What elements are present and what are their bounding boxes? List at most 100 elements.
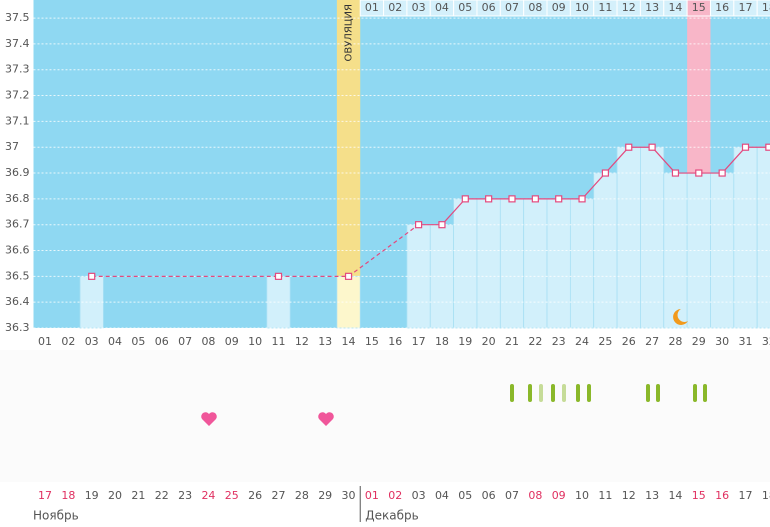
x-tick-label: 15 [365,335,379,348]
mucus-marks [510,384,707,402]
top-date-label: 01 [365,1,379,14]
bar [476,198,501,329]
date-label: 05 [458,489,472,502]
top-date-cell [756,0,770,17]
date-label: 10 [575,489,589,502]
x-tick-label: 04 [108,335,122,348]
point-marker [438,221,446,229]
top-date-label: 15 [692,1,706,14]
y-tick-label: 36.3 [5,321,30,334]
point-marker [461,195,469,203]
top-date-label: 05 [458,1,472,14]
x-tick-label: 13 [318,335,332,348]
date-label: 16 [715,489,729,502]
date-label: 28 [295,489,309,502]
x-tick-label: 25 [598,335,612,348]
moon-icon [673,309,688,325]
x-tick-label: 32 [762,335,770,348]
x-tick-label: 27 [645,335,659,348]
date-label: 23 [178,489,192,502]
icons [201,309,707,426]
bar [569,198,595,329]
x-tick-label: 08 [201,335,215,348]
date-label: 26 [248,489,262,502]
date-label: 29 [318,489,332,502]
bar [733,146,758,329]
bar [79,275,104,329]
point-marker [555,195,563,203]
point-marker [671,169,680,177]
x-tick-label: 06 [155,335,169,348]
date-label: 25 [225,489,239,502]
y-tick-label: 36.4 [5,295,30,308]
point-marker [625,143,633,151]
y-tick-label: 37 [5,140,19,153]
date-label: 13 [645,489,659,502]
date-label: 22 [155,489,169,502]
top-date-label: 04 [435,1,449,14]
x-tick-label: 11 [272,335,286,348]
top-date-label: 13 [645,1,659,14]
top-date-label: 14 [668,1,682,14]
x-tick-label: 20 [482,335,496,348]
top-date-label: 16 [715,1,729,14]
point-marker [601,169,610,177]
x-tick-label: 09 [225,335,239,348]
top-date-label: 17 [739,1,753,14]
bar [523,198,548,329]
highlight-band [687,0,711,174]
date-label: 12 [622,489,636,502]
top-date-label: 11 [598,1,612,14]
y-tick-label: 36.9 [5,166,30,179]
point-marker [695,169,703,177]
y-tick-label: 37.5 [5,11,30,24]
y-tick-label: 37.2 [5,89,30,102]
heart-icon [201,412,217,426]
x-tick-label: 30 [715,335,729,348]
date-label: 19 [85,489,99,502]
x-tick-label: 31 [739,335,753,348]
x-tick-label: 02 [61,335,75,348]
date-label: 03 [412,489,426,502]
ovulation-label: ОВУЛЯЦИЯ [344,4,355,62]
point-marker [648,143,656,151]
point-marker [485,195,493,203]
y-tick-label: 36.8 [5,192,30,205]
x-tick-label: 18 [435,335,449,348]
line-segment [651,146,676,174]
y-tick-label: 37.3 [5,63,30,76]
top-date-label: 18 [762,1,770,14]
y-tick-label: 36.6 [5,244,30,257]
x-tick-label: 12 [295,335,309,348]
point-marker [274,272,283,280]
point-marker [508,195,516,203]
bar [499,198,525,329]
bar [616,146,641,329]
date-label: 27 [272,489,286,502]
date-label: 20 [108,489,122,502]
y-tick-label: 37.4 [5,37,30,50]
y-tick-label: 36.7 [5,218,30,231]
y-tick-label: 36.5 [5,269,30,282]
x-tick-label: 05 [131,335,145,348]
date-label: 18 [61,489,75,502]
date-label: 21 [131,489,145,502]
x-tick-label: 17 [412,335,426,348]
point-marker [578,195,586,203]
date-label: 09 [552,489,566,502]
x-tick-label: 22 [528,335,542,348]
top-date-label: 09 [552,1,566,14]
month-label: Ноябрь [33,509,79,523]
x-tick-label: 24 [575,335,589,348]
x-tick-label: 28 [668,335,682,348]
bar [336,275,361,329]
top-date-label: 03 [412,1,426,14]
point-marker [741,143,750,151]
date-label: 08 [528,489,542,502]
top-date-label: 08 [528,1,542,14]
date-label: 07 [505,489,519,502]
date-label: 02 [388,489,402,502]
point-marker [531,195,539,203]
